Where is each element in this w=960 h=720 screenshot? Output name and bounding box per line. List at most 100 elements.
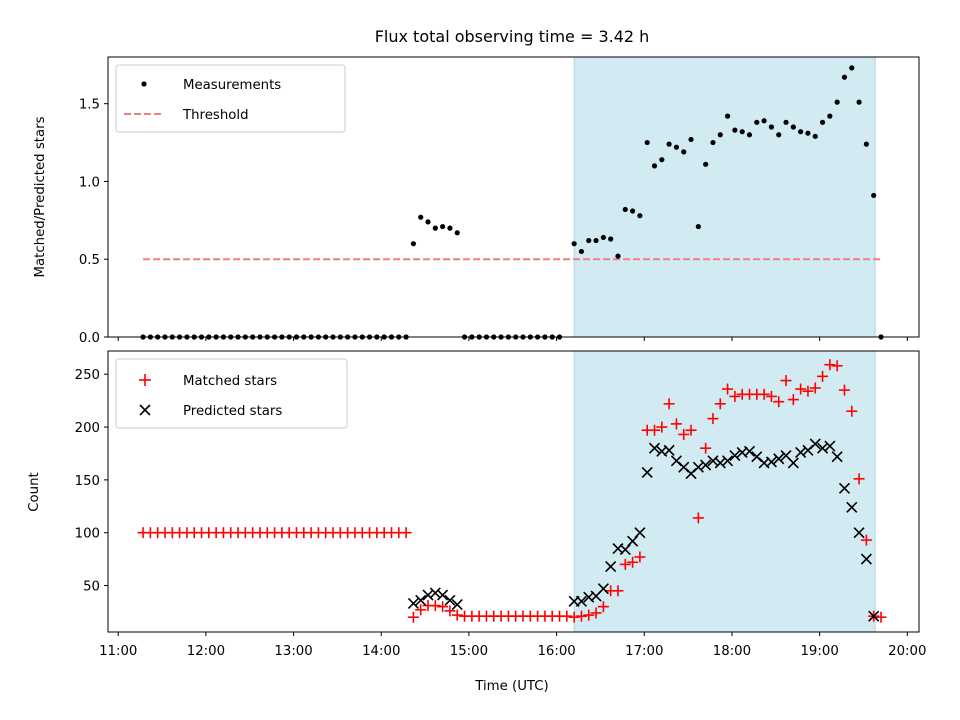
predicted-star-point (707, 455, 719, 467)
matched-stars-points (137, 359, 887, 623)
predicted-star-point (824, 440, 836, 452)
matched-star-point (656, 421, 668, 433)
predicted-star-point (605, 560, 617, 573)
matched-star-point (583, 609, 595, 621)
measurement-point (440, 223, 446, 230)
matched-star-point (765, 390, 777, 402)
predicted-star-point (641, 466, 653, 479)
matched-star-point (787, 394, 799, 406)
matched-star-point (758, 388, 770, 400)
matched-star-point (700, 442, 712, 454)
measurement-points (140, 65, 884, 340)
top-legend-box (115, 64, 346, 133)
matched-star-point (619, 558, 631, 570)
matched-star-point (831, 360, 843, 372)
predicted-star-point (860, 553, 872, 565)
top-y-tick-label: 0.0 (79, 331, 100, 346)
predicted-star-point (700, 459, 712, 471)
matched-star-point (692, 512, 704, 524)
measurement-point (871, 192, 877, 199)
predicted-star-point (627, 535, 639, 547)
measurement-point (834, 99, 840, 105)
ratio-panel: Flux total observing time = 3.42 h 0.00.… (33, 27, 920, 346)
bottom-y-tick-label: 150 (75, 474, 100, 489)
measurement-point (629, 208, 636, 214)
measurement-point (410, 241, 417, 247)
measurement-point (812, 133, 818, 139)
predicted-star-point (816, 442, 829, 454)
measurement-point (761, 118, 767, 124)
measurement-point (425, 219, 431, 225)
x-tick-label: 19:00 (800, 644, 838, 659)
predicted-stars-points (407, 438, 880, 622)
bottom-y-axis-label: Count (27, 472, 42, 512)
legend-measurements-marker (141, 81, 147, 87)
measurement-point (578, 248, 585, 255)
predicted-star-point (619, 544, 631, 556)
x-tick-label: 15:00 (450, 644, 488, 659)
predicted-star-point (648, 442, 661, 454)
matched-star-point (875, 611, 887, 623)
x-tick-label: 16:00 (537, 644, 575, 659)
matched-star-point (437, 601, 449, 613)
x-tick-label: 11:00 (99, 644, 137, 659)
matched-star-point (809, 382, 821, 394)
predicted-star-point (444, 594, 456, 606)
observing-window-shade (573, 56, 876, 338)
bottom-plot-frame (107, 350, 920, 633)
top-y-tick-label: 1.5 (79, 98, 100, 113)
predicted-star-point (831, 451, 843, 463)
predicted-star-point (437, 589, 449, 601)
matched-star-point (634, 551, 646, 563)
predicted-star-point (575, 595, 588, 607)
matched-star-point (729, 390, 741, 402)
matched-star-point (568, 611, 580, 623)
count-panel: 50 100 150 200 250 11:00 12:00 13:00 14:00 15:00… (27, 350, 926, 694)
measurement-point (586, 237, 592, 244)
predicted-star-point (838, 482, 851, 494)
x-tick-label: 18:00 (713, 644, 751, 659)
bottom-y-axis: 50 100 150 200 250 (75, 368, 108, 595)
measurement-point (827, 113, 833, 119)
predicted-star-point (765, 456, 777, 468)
matched-star-point (575, 610, 587, 622)
measurement-point (798, 129, 804, 135)
predicted-star-point (634, 527, 646, 539)
matched-star-point (415, 604, 427, 616)
predicted-star-point (422, 589, 434, 601)
measurement-point (622, 206, 628, 213)
top-y-axis: 0.0 0.5 1.0 1.5 (79, 98, 108, 346)
legend-matched-label: Matched stars (183, 374, 277, 389)
x-tick-label: 13:00 (274, 644, 312, 659)
measurement-point (608, 236, 614, 242)
measurement-point (637, 213, 643, 219)
top-y-tick-label: 0.5 (79, 253, 100, 268)
predicted-star-point (853, 527, 865, 539)
predicted-star-point (451, 598, 463, 611)
matched-star-point (685, 424, 697, 436)
legend-matched-marker (139, 374, 151, 386)
predicted-star-point (729, 450, 741, 462)
measurement-point (454, 230, 460, 236)
predicted-star-point (868, 610, 880, 622)
matched-star-point (824, 359, 836, 371)
matched-star-point (597, 601, 609, 613)
measurement-point (673, 144, 680, 150)
matched-star-point (561, 610, 573, 622)
x-axis-label: Time (UTC) (474, 679, 549, 694)
measurement-point (593, 237, 599, 244)
predicted-star-point (743, 445, 756, 457)
top-y-tick-label: 1.0 (79, 175, 100, 190)
measurement-point (849, 65, 855, 71)
measurement-point (805, 130, 811, 136)
matched-star-point (780, 375, 792, 387)
measurement-point (783, 119, 789, 125)
measurement-point (447, 225, 453, 231)
matched-star-point (627, 556, 639, 568)
measurement-point (666, 141, 672, 147)
matched-star-point (663, 398, 675, 410)
predicted-star-point (692, 461, 704, 473)
measurement-point (776, 132, 782, 138)
x-tick-label: 14:00 (362, 644, 400, 659)
